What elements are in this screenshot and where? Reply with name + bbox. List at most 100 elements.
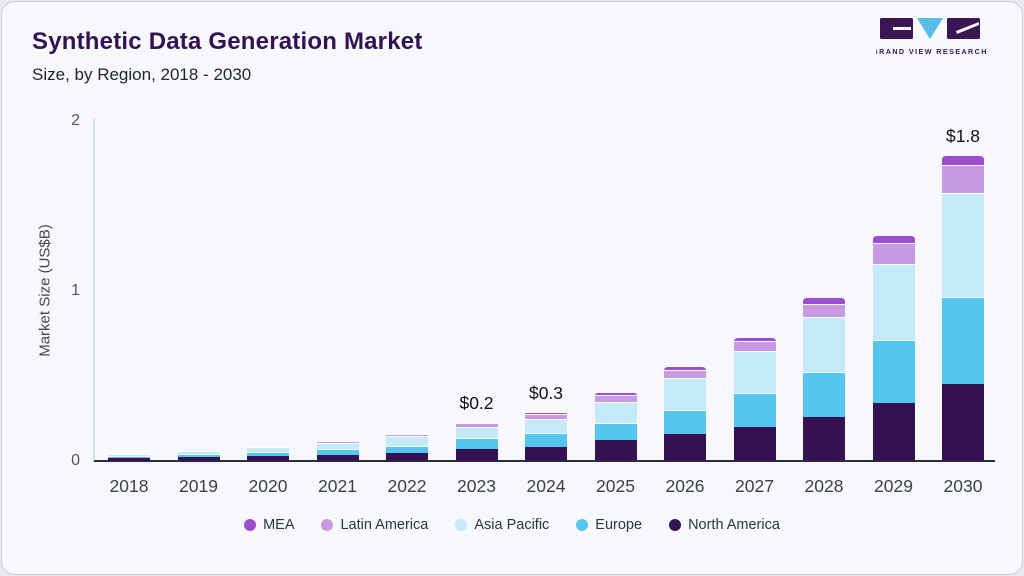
bar-segment-latin-america-2020: [247, 446, 289, 448]
bar-segment-north-america-2019: [177, 457, 220, 461]
bar-segment-europe-2029: [872, 340, 915, 404]
bar-segment-latin-america-2030: [942, 165, 984, 194]
grand-view-research-logo: GRAND VIEW RESEARCH: [872, 16, 988, 62]
bar-segment-latin-america-2027: [733, 341, 776, 352]
value-annotation-2023: $0.2: [459, 392, 494, 413]
bar-segment-north-america-2024: [525, 447, 567, 461]
bar-segment-latin-america-2019: [177, 450, 220, 452]
bar-segment-europe-2030: [942, 296, 984, 384]
legend-label: MEA: [263, 517, 295, 533]
bar-segment-mea-2029: [872, 234, 915, 244]
bar-segment-latin-america-2029: [872, 243, 915, 264]
bar-segment-north-america-2021: [316, 454, 359, 461]
bar-segment-latin-america-2022: [386, 433, 428, 437]
page-title: Synthetic Data Generation Market: [32, 28, 423, 55]
bar-segment-north-america-2025: [594, 439, 637, 461]
x-axis-label-2026: 2026: [665, 476, 705, 496]
bar-segment-europe-2018: [108, 456, 150, 459]
x-axis-label-2028: 2028: [804, 476, 844, 496]
bar-segment-mea-2024: [525, 412, 567, 415]
bar-segment-mea-2025: [594, 391, 637, 395]
bar-segment-asia-pacific-2023: [455, 427, 498, 439]
bar-segment-asia-pacific-2020: [247, 447, 289, 452]
bar-segment-north-america-2022: [386, 453, 428, 461]
bar-segment-mea-2027: [733, 336, 776, 342]
bar-segment-europe-2023: [455, 438, 498, 450]
bar-segment-mea-2020: [247, 445, 289, 447]
bar-segment-europe-2026: [664, 410, 706, 434]
gvr-logo-icon: GRAND VIEW RESEARCH: [872, 18, 988, 56]
x-axis-label-2018: 2018: [109, 476, 149, 496]
legend-item-europe: Europe: [576, 517, 642, 533]
bar-segment-europe-2019: [177, 454, 220, 458]
y-tick-label: 0: [71, 452, 80, 469]
legend-label: Latin America: [340, 517, 429, 533]
bar-segment-europe-2020: [247, 451, 289, 456]
x-axis-label-2024: 2024: [526, 476, 566, 496]
bar-segment-latin-america-2018: [108, 453, 150, 455]
bar-segment-asia-pacific-2022: [386, 436, 428, 446]
bar-segment-asia-pacific-2025: [594, 402, 637, 423]
bar-segment-mea-2018: [108, 453, 150, 455]
x-axis-line: [94, 460, 995, 462]
value-annotation-2030: $1.8: [945, 125, 981, 146]
legend-label: Asia Pacific: [474, 517, 550, 533]
x-axis-label-2022: 2022: [387, 476, 427, 496]
bar-segment-latin-america-2021: [316, 441, 359, 443]
legend-item-north-america: North America: [669, 517, 780, 533]
bar-segment-europe-2021: [316, 449, 359, 455]
legend: MEA Latin America Asia Pacific Europe North …: [2, 517, 1022, 533]
bar-segment-mea-2019: [177, 449, 220, 451]
bar-segment-europe-2025: [594, 422, 637, 440]
bar-segment-europe-2022: [386, 445, 428, 453]
x-axis-label-2027: 2027: [735, 476, 774, 496]
legend-label: North America: [688, 517, 780, 533]
bar-segment-mea-2030: [942, 154, 984, 166]
bar-segment-europe-2027: [733, 393, 776, 427]
legend-item-latin-america: Latin America: [321, 517, 428, 533]
bar-segment-mea-2026: [664, 366, 706, 370]
legend-item-asia-pacific: Asia Pacific: [455, 517, 549, 533]
bar-segment-latin-america-2025: [594, 394, 637, 403]
bar-segment-latin-america-2028: [803, 303, 845, 318]
bar-segment-latin-america-2024: [525, 414, 567, 420]
bar-segment-latin-america-2026: [664, 369, 706, 378]
bar-segment-asia-pacific-2019: [177, 451, 220, 455]
bar-segment-mea-2022: [386, 432, 428, 434]
bar-segment-north-america-2018: [108, 458, 150, 461]
page-subtitle: Size, by Region, 2018 - 2030: [32, 65, 252, 84]
value-annotation-2024: $0.3: [528, 383, 564, 404]
bar-segment-asia-pacific-2026: [664, 377, 706, 410]
x-axis-label-2029: 2029: [874, 476, 913, 496]
bar-segment-latin-america-2023: [455, 423, 498, 428]
x-axis-label-2020: 2020: [248, 476, 288, 496]
bar-segment-north-america-2028: [803, 416, 845, 461]
bar-segment-north-america-2027: [733, 427, 776, 461]
legend-dot-icon: [244, 519, 257, 531]
logo-wordmark: GRAND VIEW RESEARCH: [876, 47, 988, 56]
bar-segment-north-america-2026: [664, 433, 706, 461]
bar-segment-asia-pacific-2024: [525, 419, 567, 433]
x-axis-label-2019: 2019: [179, 476, 218, 496]
bar-segment-asia-pacific-2029: [872, 263, 915, 341]
x-axis-label-2030: 2030: [943, 476, 983, 496]
bar-segment-asia-pacific-2021: [316, 442, 359, 450]
x-axis-label-2023: 2023: [457, 476, 496, 496]
bar-segment-asia-pacific-2018: [108, 454, 150, 457]
x-axis-label-2021: 2021: [318, 476, 357, 496]
legend-dot-icon: [576, 519, 589, 531]
legend-dot-icon: [669, 519, 682, 531]
y-axis-line: [93, 119, 95, 462]
bar-segment-asia-pacific-2027: [733, 351, 776, 393]
bar-segment-asia-pacific-2030: [942, 193, 984, 297]
bar-segment-north-america-2030: [942, 383, 984, 461]
bar-segment-north-america-2029: [872, 403, 915, 461]
bar-segment-north-america-2023: [455, 449, 498, 461]
bar-segment-europe-2028: [803, 371, 845, 417]
bar-segment-asia-pacific-2028: [803, 317, 845, 372]
legend-dot-icon: [321, 519, 334, 531]
bar-segment-mea-2021: [316, 440, 359, 442]
legend-dot-icon: [455, 519, 468, 531]
x-axis-label-2025: 2025: [596, 476, 635, 496]
